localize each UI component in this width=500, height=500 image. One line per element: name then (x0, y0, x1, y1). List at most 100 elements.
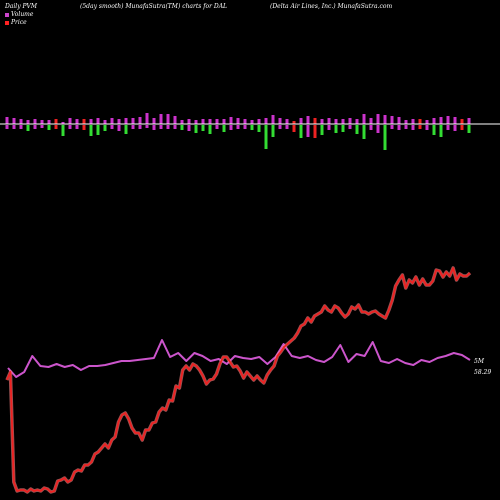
volume-bar-up (264, 118, 268, 124)
volume-bar-down (166, 125, 170, 129)
volume-bar-up (68, 118, 72, 124)
volume-bar-up (110, 118, 114, 124)
volume-bar-down (376, 125, 380, 133)
legend-price-label: Price (11, 19, 27, 26)
volume-bar-up (257, 119, 261, 124)
volume-bar-down (425, 125, 429, 130)
volume-bar-up (250, 120, 254, 124)
volume-bar-down (439, 125, 443, 137)
volume-bar-down (61, 125, 65, 136)
volume-bar-up (40, 120, 44, 124)
volume-bar-up (138, 117, 142, 124)
volume-bar-up (173, 116, 177, 124)
volume-bar-up (320, 119, 324, 124)
volume-bar-down (250, 125, 254, 130)
volume-bar-down (453, 125, 457, 131)
volume-bar-down (369, 125, 373, 130)
volume-bar-up (194, 120, 198, 124)
volume-bar-up (411, 119, 415, 124)
volume-bar-down (397, 125, 401, 130)
volume-bar-up (439, 117, 443, 124)
legend-volume-label: Volume (11, 11, 34, 18)
volume-bar-down (138, 125, 142, 129)
price-line-glow (5, 266, 472, 494)
volume-bar-up (103, 120, 107, 124)
volume-bar-down (362, 125, 366, 139)
volume-bar-down (229, 125, 233, 130)
volume-bar-up (418, 119, 422, 124)
volume-bar-down (285, 125, 289, 129)
volume-bar-down (40, 125, 44, 128)
volume-bar-up (341, 119, 345, 124)
volume-bar-down (75, 125, 79, 129)
volume-bar-down (278, 125, 282, 129)
volume-line-label: 5M (474, 358, 485, 365)
volume-bar-down (271, 125, 275, 137)
volume-bar-up (82, 119, 86, 124)
volume-bar-up (124, 118, 128, 124)
volume-bar-up (187, 119, 191, 124)
volume-bar-down (96, 125, 100, 135)
volume-bar-down (320, 125, 324, 135)
volume-bar-down (47, 125, 51, 130)
volume-bar-up (425, 120, 429, 124)
volume-bar-up (89, 119, 93, 124)
volume-bar-down (152, 125, 156, 130)
volume-bar-up (180, 120, 184, 124)
volume-bar-down (110, 125, 114, 129)
volume-bar-down (68, 125, 72, 129)
volume-bar-down (222, 125, 226, 132)
volume-bar-down (257, 125, 261, 132)
volume-bar-down (341, 125, 345, 132)
volume-bar-up (152, 118, 156, 124)
volume-bar-up (208, 119, 212, 124)
volume-bar-down (299, 125, 303, 138)
volume-bar-up (285, 119, 289, 124)
legend-price: Price (5, 19, 27, 26)
legend-volume: Volume (5, 11, 33, 18)
volume-bar-down (145, 125, 149, 128)
volume-bar-down (201, 125, 205, 131)
volume-bar-up (362, 114, 366, 124)
volume-bar-down (117, 125, 121, 131)
volume-bar-up (166, 114, 170, 124)
volume-bar-down (5, 125, 9, 129)
volume-bar-up (397, 117, 401, 124)
volume-bar-up (201, 119, 205, 124)
volume-bar-down (33, 125, 37, 129)
volume-bars (5, 113, 471, 150)
volume-bar-up (292, 121, 296, 124)
volume-bar-down (306, 125, 310, 137)
volume-bar-down (236, 125, 240, 129)
volume-bar-down (446, 125, 450, 130)
volume-bar-down (194, 125, 198, 133)
volume-bar-up (355, 119, 359, 124)
volume-bar-down (355, 125, 359, 134)
volume-bar-up (348, 118, 352, 124)
volume-bar-down (390, 125, 394, 129)
volume-bar-down (12, 125, 16, 129)
legend-volume-swatch (5, 12, 9, 17)
volume-bar-down (264, 125, 268, 149)
chart-title-right: (Delta Air Lines, Inc.) MunafaSutra.com (270, 3, 393, 10)
volume-bar-down (348, 125, 352, 129)
volume-bar-up (75, 119, 79, 124)
volume-bar-up (12, 118, 16, 124)
volume-bar-up (334, 119, 338, 124)
volume-bar-up (54, 119, 58, 124)
volume-bar-up (5, 117, 9, 124)
volume-bar-up (313, 118, 317, 124)
chart-title-left: Daily PVM (5, 3, 38, 10)
volume-bar-up (376, 114, 380, 124)
volume-bar-down (173, 125, 177, 129)
volume-bar-up (327, 118, 331, 124)
volume-bar-down (180, 125, 184, 130)
volume-bar-up (26, 120, 30, 124)
volume-bar-up (369, 118, 373, 124)
volume-bar-up (229, 117, 233, 124)
volume-bar-up (19, 119, 23, 124)
volume-bar-up (145, 113, 149, 124)
volume-bar-down (411, 125, 415, 130)
